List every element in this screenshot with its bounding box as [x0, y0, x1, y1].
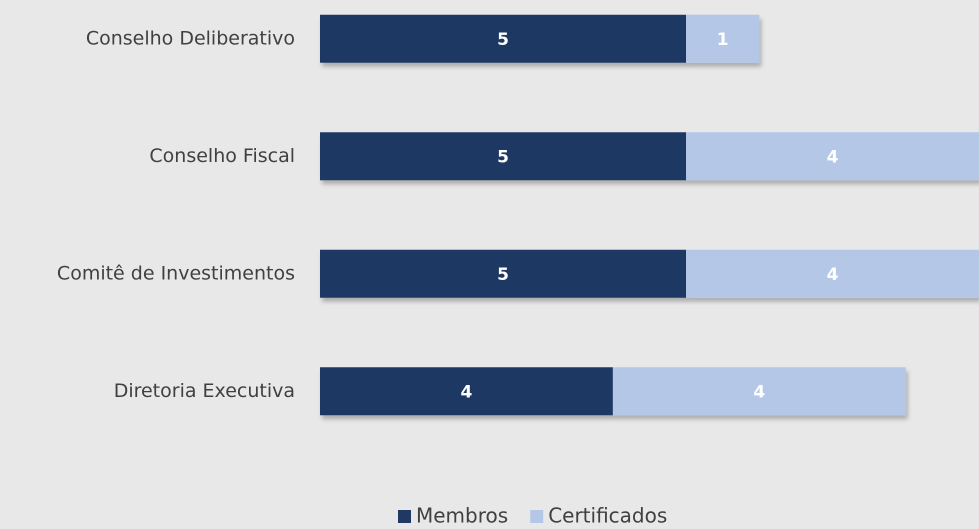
value-label: 5 — [497, 265, 509, 285]
legend-label: Membros — [416, 504, 508, 528]
bar-segment — [320, 132, 687, 181]
value-label: 4 — [827, 265, 839, 285]
bar-segment — [320, 14, 687, 63]
category-label: Conselho Deliberativo — [86, 27, 295, 49]
category-label: Diretoria Executiva — [114, 380, 295, 402]
bar-group — [320, 249, 979, 298]
legend-swatch — [530, 510, 544, 523]
value-label: 5 — [497, 30, 509, 50]
bar-segment — [686, 132, 979, 181]
legend-label: Certificados — [548, 504, 667, 528]
category-label: Conselho Fiscal — [149, 145, 295, 167]
bar-group — [320, 132, 979, 181]
value-label: 4 — [461, 382, 473, 402]
value-label: 4 — [827, 147, 839, 167]
bar-segment — [320, 249, 687, 298]
bar-group — [320, 367, 906, 416]
legend-swatch — [398, 510, 411, 523]
value-label: 4 — [753, 382, 765, 402]
bar-group — [320, 14, 760, 63]
bar-segment — [612, 367, 906, 416]
bar-segment — [320, 367, 613, 416]
bar-segment — [686, 249, 979, 298]
bar-segment — [686, 14, 760, 63]
value-label: 1 — [717, 30, 729, 50]
value-label: 5 — [497, 147, 509, 167]
category-label: Comitê de Investimentos — [57, 262, 295, 284]
